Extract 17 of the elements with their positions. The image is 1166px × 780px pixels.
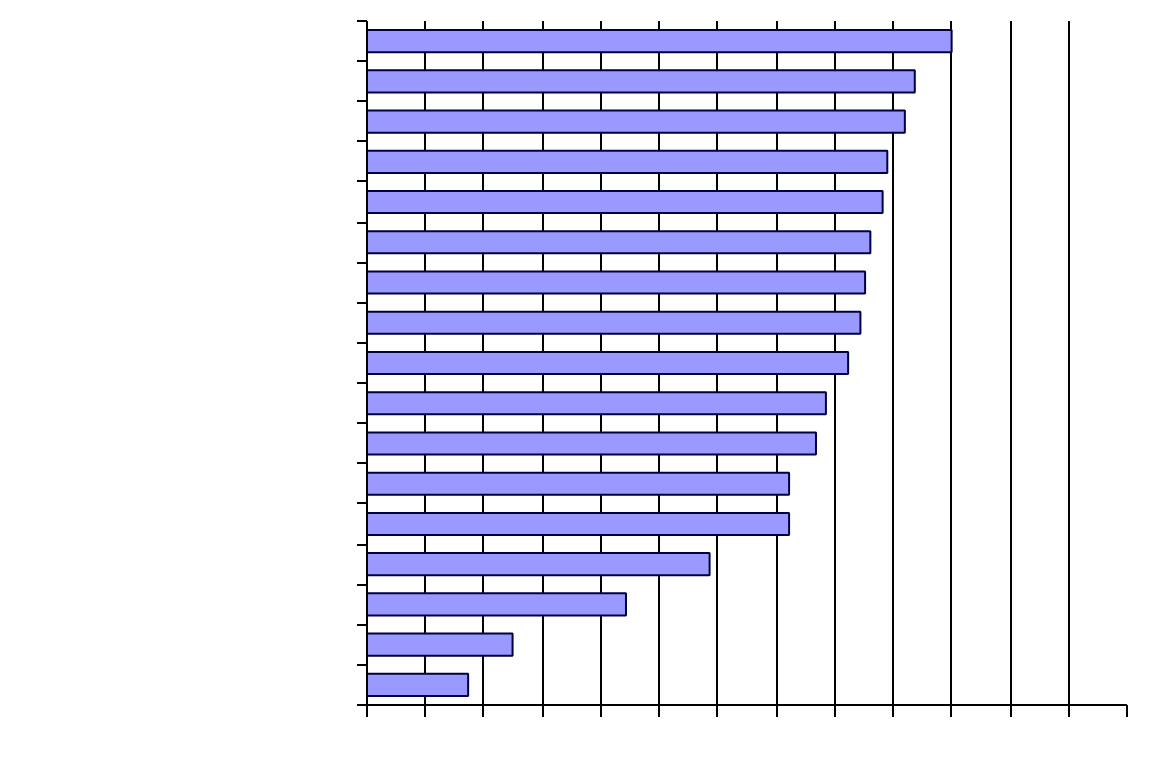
bar bbox=[367, 29, 953, 54]
bar bbox=[367, 632, 514, 657]
bar bbox=[367, 672, 470, 697]
bar bbox=[367, 350, 850, 376]
bar bbox=[367, 189, 884, 215]
bar bbox=[367, 230, 872, 255]
bar bbox=[367, 471, 791, 496]
bar bbox=[367, 109, 906, 134]
bar bbox=[367, 552, 711, 577]
bar bbox=[367, 431, 817, 456]
bar bbox=[367, 69, 916, 94]
bar bbox=[367, 270, 867, 295]
bar bbox=[367, 511, 791, 537]
bar bbox=[367, 592, 627, 617]
bar bbox=[367, 149, 889, 174]
bar bbox=[367, 391, 827, 416]
bar bbox=[367, 310, 862, 335]
